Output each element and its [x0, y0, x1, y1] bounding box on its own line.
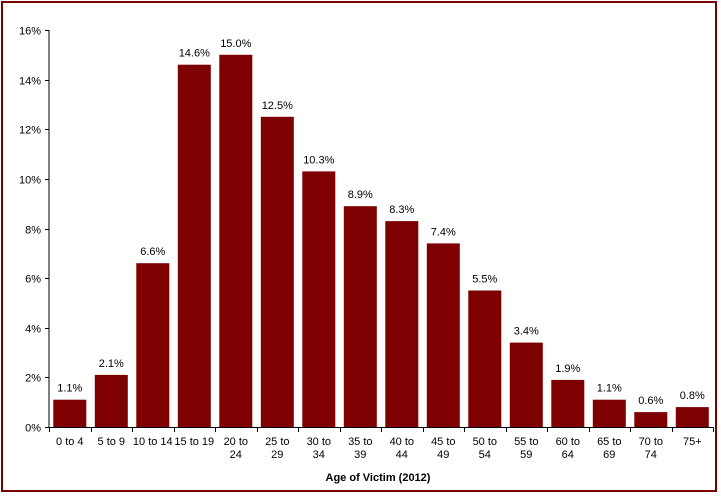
x-tick-label: 45 to — [431, 436, 455, 448]
x-tick-label: 75+ — [683, 436, 702, 448]
x-tick-label: 40 to — [390, 436, 414, 448]
bar-value-label: 10.3% — [303, 154, 334, 166]
bar-value-label: 15.0% — [220, 38, 251, 50]
bar-value-label: 0.6% — [638, 395, 663, 407]
bar-value-label: 6.6% — [140, 246, 165, 258]
bar-value-label: 5.5% — [472, 274, 497, 286]
bar — [675, 407, 709, 427]
bar-value-label: 2.1% — [99, 358, 124, 370]
bar-value-label: 1.1% — [597, 383, 622, 395]
bar — [219, 54, 253, 428]
bar — [426, 243, 460, 427]
bar-value-label: 8.3% — [389, 204, 414, 216]
y-tick-label: 2% — [25, 373, 41, 385]
x-tick-label: 50 to — [473, 436, 497, 448]
x-tick-label: 69 — [603, 449, 615, 461]
y-axis: 0% 2% 4% 6% 8% 10% 12% 14% 16% — [19, 26, 50, 435]
bar — [385, 221, 419, 427]
bar — [343, 206, 377, 427]
x-tick-label: 35 to — [348, 436, 372, 448]
bar — [509, 342, 543, 427]
x-axis-title: Age of Victim (2012) — [326, 472, 431, 484]
x-tick-label: 39 — [354, 449, 366, 461]
y-tick-label: 14% — [19, 76, 41, 88]
bar — [592, 399, 626, 427]
bar — [468, 290, 502, 427]
x-tick-label: 64 — [562, 449, 574, 461]
bar-value-label: 14.6% — [179, 48, 210, 60]
bar — [634, 412, 668, 427]
y-tick-label: 12% — [19, 125, 41, 137]
bars: 1.1% 2.1% 6.6% 14.6% 15.0% 12.5% 10.3% 8.9% 8.3%… — [53, 38, 709, 428]
x-tick-label: 54 — [479, 449, 491, 461]
y-tick-label: 4% — [25, 324, 41, 336]
bar-value-label: 1.9% — [555, 363, 580, 375]
bar — [94, 374, 128, 427]
x-tick-label: 0 to 4 — [56, 436, 84, 448]
bar — [551, 379, 585, 427]
y-tick-label: 8% — [25, 225, 41, 237]
bar-value-label: 1.1% — [57, 383, 82, 395]
x-tick-label: 34 — [313, 449, 325, 461]
x-tick-label: 70 to — [639, 436, 663, 448]
bar — [177, 64, 211, 427]
x-tick-label: 15 to 19 — [174, 436, 214, 448]
y-tick-label: 16% — [19, 26, 41, 38]
bar-value-label: 0.8% — [680, 390, 705, 402]
y-tick-label: 0% — [25, 423, 41, 435]
x-tick-label: 29 — [271, 449, 283, 461]
bar — [260, 116, 294, 428]
x-tick-label: 74 — [645, 449, 657, 461]
bar — [53, 399, 87, 427]
x-tick-label: 65 to — [597, 436, 621, 448]
x-tick-label: 25 to — [265, 436, 289, 448]
bar-value-label: 3.4% — [514, 326, 539, 338]
bar-value-label: 7.4% — [431, 226, 456, 238]
x-tick-label: 24 — [230, 449, 242, 461]
y-tick-label: 6% — [25, 274, 41, 286]
x-tick-label: 5 to 9 — [98, 436, 126, 448]
y-tick-label: 10% — [19, 175, 41, 187]
x-tick-label: 49 — [437, 449, 449, 461]
x-tick-label: 55 to — [514, 436, 538, 448]
bar — [136, 263, 170, 427]
bar — [302, 171, 336, 427]
x-tick-label: 30 to — [307, 436, 331, 448]
bar-value-label: 12.5% — [262, 100, 293, 112]
x-tick-label: 44 — [396, 449, 408, 461]
x-tick-label: 59 — [520, 449, 532, 461]
x-tick-label: 10 to 14 — [133, 436, 173, 448]
x-tick-label: 20 to — [224, 436, 248, 448]
bar-value-label: 8.9% — [348, 189, 373, 201]
x-tick-label: 60 to — [556, 436, 580, 448]
